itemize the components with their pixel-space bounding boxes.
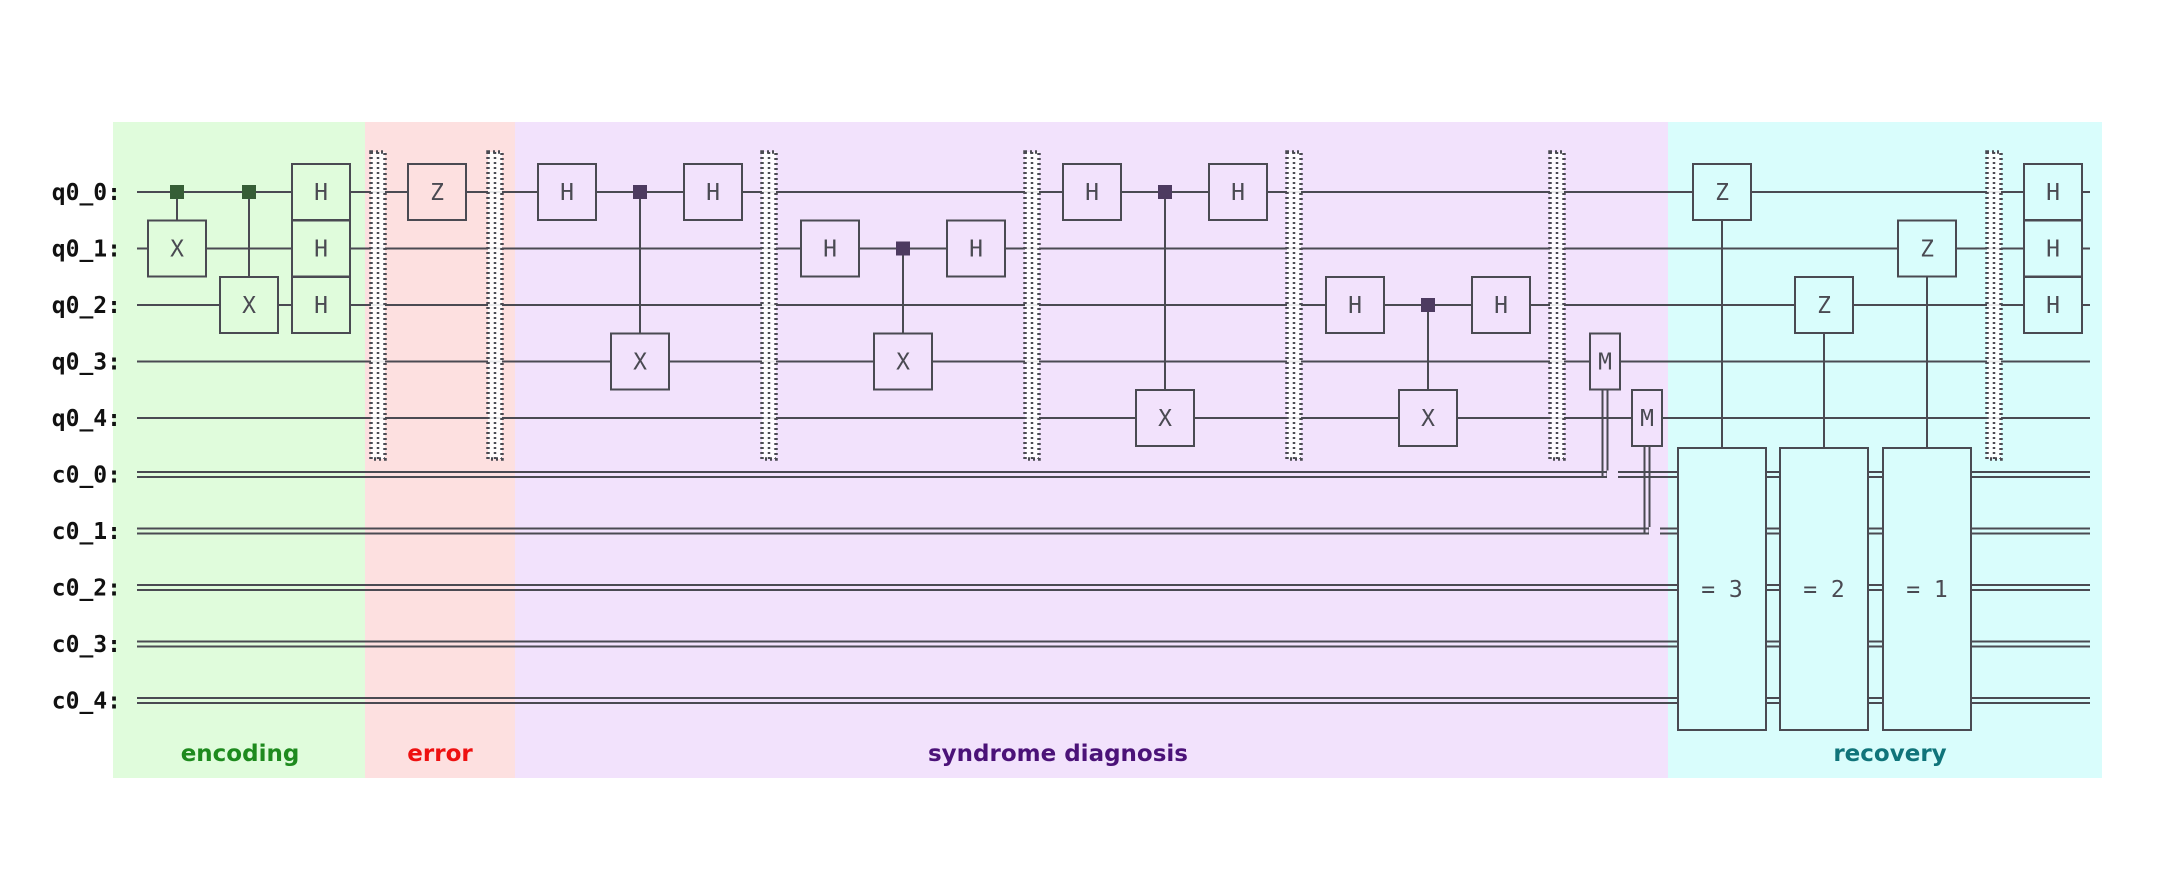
h-gate: H (2023, 276, 2083, 334)
barriers (369, 150, 2003, 461)
h-gate-label: H (560, 180, 574, 206)
z-gate-label: Z (1715, 180, 1729, 206)
z-gate-label: Z (430, 180, 444, 206)
z-gate-label: Z (1920, 237, 1934, 263)
control-dot (1421, 298, 1435, 312)
section-labels: encoding error syndrome diagnosis recovery (181, 741, 1947, 767)
wire-label: c0_1: (52, 519, 121, 545)
h-gate-label: H (1348, 293, 1362, 319)
barrier (1985, 150, 2003, 461)
condition-label: = 3 (1701, 577, 1743, 603)
h-gate: H (800, 219, 860, 278)
measure-gate-label: M (1598, 350, 1612, 376)
wire-label: c0_4: (52, 689, 121, 715)
h-gate: H (683, 163, 743, 221)
h-gate: H (1208, 163, 1268, 221)
barrier (486, 150, 504, 461)
h-gate-label: H (2046, 237, 2060, 263)
barrier (1285, 150, 1303, 461)
h-gate-label: H (314, 237, 328, 263)
x-gate-label: X (1421, 406, 1435, 432)
condition-box: = 2 (1779, 447, 1869, 731)
x-gate-label: X (1158, 406, 1172, 432)
condition-label: = 1 (1906, 577, 1948, 603)
x-gate: X (219, 276, 279, 334)
h-gate-label: H (1231, 180, 1245, 206)
x-gate-label: X (896, 350, 910, 376)
z-gate: Z (407, 163, 467, 221)
x-gate: X (610, 332, 670, 391)
h-gate-label: H (823, 237, 837, 263)
z-gate-label: Z (1817, 293, 1831, 319)
x-gate: X (147, 219, 207, 278)
wire-label: c0_3: (52, 632, 121, 658)
control-dot (896, 241, 910, 256)
x-gate-label: X (633, 350, 647, 376)
x-gate: X (1398, 389, 1458, 447)
measure-gate: M (1631, 389, 1663, 447)
barrier (1023, 150, 1041, 461)
h-gate: H (2023, 163, 2083, 221)
section-label-3: recovery (1833, 741, 1946, 767)
measure-gate: M (1589, 332, 1621, 391)
control-dot (633, 185, 647, 199)
h-gate: H (946, 219, 1006, 278)
h-gate-label: H (969, 237, 983, 263)
h-gate-label: H (314, 293, 328, 319)
wire-labels: q0_0: q0_1: q0_2: q0_3: q0_4: c0_0: c0_1: c0_2:… (52, 180, 121, 715)
h-gate-label: H (706, 180, 720, 206)
x-gate-label: X (170, 237, 184, 263)
gates: X X H H H Z H H X H H X H H X H H X M M Z Z Z H H H = 3 = 2 = 1 (147, 163, 2083, 731)
condition-box: = 1 (1882, 447, 1972, 731)
h-gate: H (2023, 219, 2083, 278)
control-dot (1158, 185, 1172, 199)
h-gate: H (291, 219, 351, 278)
barrier (760, 150, 778, 461)
barrier (369, 150, 387, 461)
h-gate: H (1062, 163, 1122, 221)
wire-label: q0_0: (52, 180, 121, 206)
control-dot (242, 185, 256, 199)
h-gate-label: H (1085, 180, 1099, 206)
x-gate: X (873, 332, 933, 391)
condition-box: = 3 (1677, 447, 1767, 731)
condition-label: = 2 (1803, 577, 1845, 603)
wire-label: c0_2: (52, 576, 121, 602)
section-label-1: error (407, 741, 473, 767)
control-dot (170, 185, 184, 199)
h-gate-label: H (1494, 293, 1508, 319)
h-gate: H (1325, 276, 1385, 334)
section-label-0: encoding (181, 741, 300, 767)
h-gate-label: H (2046, 180, 2060, 206)
barrier (1548, 150, 1566, 461)
h-gate: H (1471, 276, 1531, 334)
z-gate: Z (1897, 219, 1957, 278)
z-gate: Z (1794, 276, 1854, 334)
wire-label: q0_2: (52, 293, 121, 319)
h-gate: H (291, 163, 351, 221)
x-gate-label: X (242, 293, 256, 319)
h-gate: H (537, 163, 597, 221)
h-gate-label: H (2046, 293, 2060, 319)
wire-label: q0_3: (52, 350, 121, 376)
section-label-2: syndrome diagnosis (928, 741, 1188, 767)
wire-label: c0_0: (52, 463, 121, 489)
x-gate: X (1135, 389, 1195, 447)
section-bg-2 (515, 122, 1668, 778)
measure-gate-label: M (1640, 406, 1654, 432)
wire-label: q0_1: (52, 237, 121, 263)
wire-label: q0_4: (52, 406, 121, 432)
h-gate-label: H (314, 180, 328, 206)
z-gate: Z (1692, 163, 1752, 221)
h-gate: H (291, 276, 351, 334)
